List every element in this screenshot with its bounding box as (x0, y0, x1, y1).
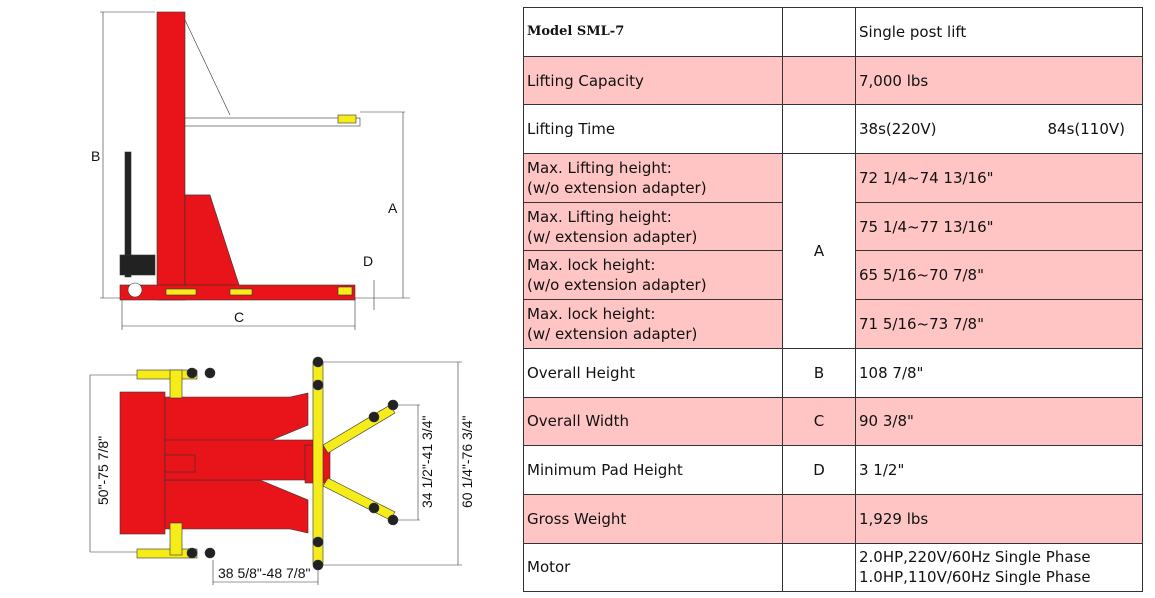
table-row: Motor 2.0HP,220V/60Hz Single Phase 1.0HP,… (523, 542, 1143, 593)
table-row: Lifting Capacity 7,000 lbs (523, 55, 1143, 106)
spec-code (782, 104, 856, 155)
table-row: Overall Width C 90 3/8" (523, 396, 1143, 447)
spec-label: Minimum Pad Height (523, 445, 783, 495)
spec-label: Max. Lifting height: (w/o extension adapt… (523, 153, 783, 203)
spec-label: Overall Height (523, 347, 783, 398)
spec-code (782, 493, 856, 544)
spec-code (782, 55, 856, 106)
table-row: Gross Weight 1,929 lbs (523, 493, 1143, 544)
spec-label: Overall Width (523, 396, 783, 447)
spec-label: Motor (523, 542, 783, 593)
spec-label-line1: Max. lock height: (527, 304, 656, 323)
table-row: Overall Height B 108 7/8" (523, 347, 1143, 398)
spec-code-a: A (782, 153, 856, 349)
dim-label-width: 50"-75 7/8" (95, 436, 111, 505)
spec-label-line2: (w/o extension adapter) (527, 178, 707, 197)
table-row: Max. lock height: (w/o extension adapter)… (523, 250, 1143, 301)
table-row: Minimum Pad Height D 3 1/2" (523, 445, 1143, 495)
spec-label-line1: Max. Lifting height: (527, 158, 672, 177)
table-row: Max. lock height: (w/ extension adapter) … (523, 299, 1143, 349)
lifting-time-220v: 38s(220V) (859, 120, 937, 139)
motor-110v: 1.0HP,110V/60Hz Single Phase (859, 568, 1091, 587)
dim-label-arm-spread: 34 1/2"-41 3/4" (419, 416, 435, 508)
spec-code: D (782, 445, 856, 495)
spec-label: Lifting Capacity (523, 55, 783, 106)
spec-value: 75 1/4~77 13/16" (855, 201, 1143, 252)
spec-value: 72 1/4~74 13/16" (855, 153, 1143, 203)
spec-code: B (782, 347, 856, 398)
spec-value: 1,929 lbs (855, 493, 1143, 544)
spec-label: Gross Weight (523, 493, 783, 544)
spec-value: 38s(220V) 84s(110V) (855, 104, 1143, 155)
spec-code: C (782, 396, 856, 447)
spec-code (782, 542, 856, 593)
spec-label: Max. Lifting height: (w/ extension adapte… (523, 201, 783, 252)
dim-label-c: C (234, 309, 244, 325)
top-view-drawing (89, 356, 462, 585)
spec-value: 90 3/8" (855, 396, 1143, 447)
spec-value: 71 5/16~73 7/8" (855, 299, 1143, 349)
spec-table: Model SML-7 Single post lift Lifting Cap… (523, 7, 1143, 593)
lift-drawings: B A D C 50"-75 7/8" 34 1/2"-41 3/4" 60 1… (89, 11, 475, 585)
spec-value: Single post lift (855, 7, 1143, 57)
spec-label-line2: (w/o extension adapter) (527, 276, 707, 295)
spec-value: 65 5/16~70 7/8" (855, 250, 1143, 301)
dim-label-d: D (363, 253, 373, 269)
spec-label-line2: (w/ extension adapter) (527, 227, 698, 246)
motor-220v: 2.0HP,220V/60Hz Single Phase (859, 548, 1091, 567)
dim-label-a: A (388, 200, 398, 216)
spec-value: 3 1/2" (855, 445, 1143, 495)
spec-code (782, 7, 856, 57)
lifting-time-110v: 84s(110V) (1047, 120, 1126, 139)
spec-label: Max. lock height: (w/ extension adapter) (523, 299, 783, 349)
dim-label-b: B (91, 148, 100, 164)
table-row: Max. Lifting height: (w/o extension adapt… (523, 153, 1143, 349)
spec-label-line1: Max. lock height: (527, 256, 656, 275)
side-view-drawing (100, 11, 410, 330)
spec-label-line1: Max. Lifting height: (527, 207, 672, 226)
table-row: Lifting Time 38s(220V) 84s(110V) (523, 104, 1143, 155)
spec-label: Lifting Time (523, 104, 783, 155)
dim-label-overall: 60 1/4"-76 3/4" (459, 416, 475, 508)
spec-label: Max. lock height: (w/o extension adapter) (523, 250, 783, 301)
spec-value: 108 7/8" (855, 347, 1143, 398)
spec-label-line2: (w/ extension adapter) (527, 324, 698, 343)
spec-value: 2.0HP,220V/60Hz Single Phase 1.0HP,110V/6… (855, 542, 1143, 593)
spec-value: 7,000 lbs (855, 55, 1143, 106)
table-row: Model SML-7 Single post lift (523, 7, 1143, 57)
spec-label: Model SML-7 (523, 7, 783, 57)
dim-label-reach: 38 5/8"-48 7/8" (218, 565, 310, 581)
